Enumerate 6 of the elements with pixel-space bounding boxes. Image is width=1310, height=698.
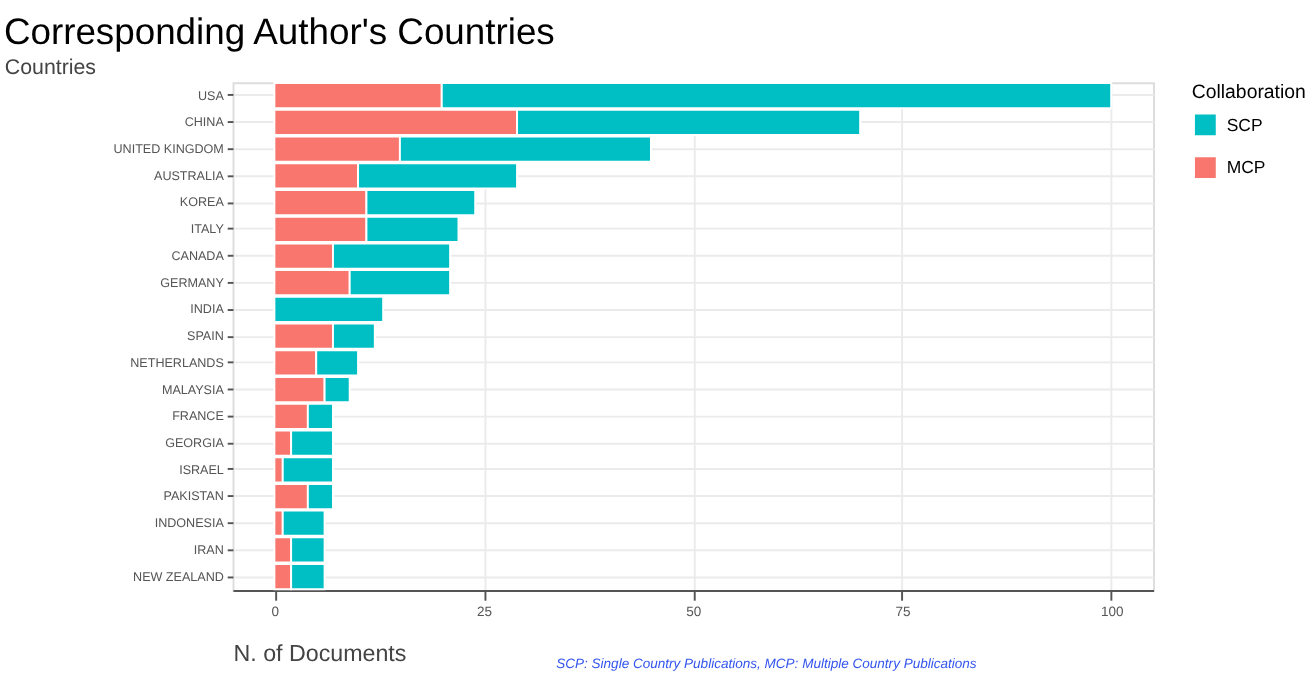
y-axis-title: Countries bbox=[4, 55, 96, 80]
legend-label: MCP bbox=[1226, 157, 1266, 178]
chart-title: Corresponding Author's Countries bbox=[3, 9, 555, 52]
legend-title: Collaboration bbox=[1191, 81, 1306, 104]
legend-label: SCP bbox=[1226, 114, 1263, 135]
x-axis-title: N. of Documents bbox=[233, 640, 407, 667]
